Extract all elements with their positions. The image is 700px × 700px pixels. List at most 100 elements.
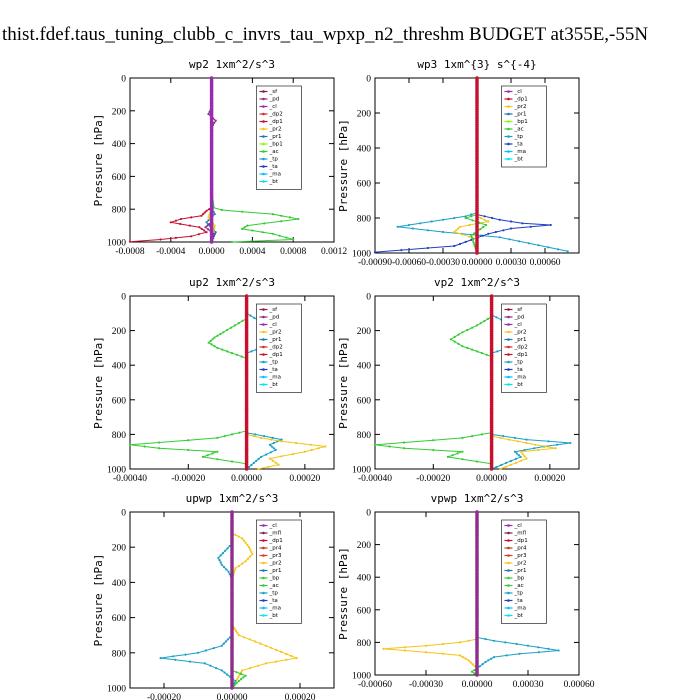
legend-marker — [262, 546, 265, 550]
x-tick-label: -0.00040 — [113, 474, 147, 484]
data-point — [491, 216, 494, 220]
data-point — [249, 548, 252, 551]
y-tick-label: 600 — [112, 173, 127, 183]
legend-entry: _ac — [513, 583, 523, 589]
data-point — [453, 244, 456, 248]
data-point — [487, 232, 490, 235]
data-point — [277, 463, 280, 466]
data-point — [203, 662, 206, 665]
data-point — [467, 639, 470, 642]
data-point — [240, 678, 243, 681]
legend-entry: _pr1 — [513, 337, 526, 343]
data-point — [259, 642, 262, 645]
data-point — [200, 227, 203, 230]
data-point — [485, 353, 488, 356]
legend-entry: _cl — [268, 523, 277, 529]
data-point — [280, 438, 283, 441]
legend-entry: _pr3 — [513, 553, 527, 559]
y-tick-label: 800 — [357, 215, 372, 225]
data-point — [263, 222, 266, 225]
data-point — [158, 441, 161, 444]
data-point — [209, 339, 212, 343]
data-point — [242, 676, 245, 679]
data-point — [241, 319, 244, 322]
data-point — [441, 652, 445, 655]
data-point — [516, 440, 519, 443]
data-point — [280, 440, 283, 443]
data-point — [525, 441, 528, 445]
legend-entry: _ta — [268, 367, 277, 373]
legend-entry: _dp1 — [513, 352, 527, 358]
x-tick-label: 0.0000 — [199, 247, 225, 257]
legend-marker — [507, 90, 510, 93]
data-point — [297, 217, 300, 221]
data-point — [470, 236, 474, 239]
data-point — [280, 214, 283, 217]
legend-marker — [262, 614, 265, 617]
legend-entry: _ac — [513, 127, 523, 133]
legend-entry: _ma — [268, 606, 280, 612]
data-point — [521, 452, 524, 456]
data-point — [246, 557, 249, 561]
legend-marker — [262, 606, 265, 610]
data-point — [236, 678, 239, 681]
x-tick-label: 0.00020 — [289, 474, 320, 484]
data-point — [466, 328, 469, 332]
legend-marker — [507, 546, 510, 550]
data-point — [470, 215, 473, 218]
x-tick-label: 0.00020 — [534, 474, 565, 484]
data-point — [285, 652, 288, 656]
data-point — [498, 218, 501, 221]
data-point — [482, 226, 485, 229]
y-tick-label: 800 — [357, 639, 372, 649]
data-point — [221, 348, 224, 351]
data-point — [492, 656, 496, 659]
data-point — [235, 682, 238, 685]
data-point — [498, 236, 501, 239]
chart-panel-1: wp2 1xm^2/s^3 Pressure [hPa] 0 200 400 600 800… — [92, 58, 347, 257]
data-point — [458, 641, 462, 644]
x-tick-label: 0.00030 — [496, 258, 527, 268]
legend-marker — [262, 561, 265, 565]
data-point — [179, 222, 182, 226]
data-point — [208, 214, 211, 217]
y-tick-label: 800 — [357, 431, 372, 441]
legend-marker — [507, 591, 510, 595]
data-point — [557, 649, 560, 652]
data-point — [460, 233, 463, 236]
legend-entry: _pr2 — [513, 561, 526, 567]
x-tick-label: 0.00060 — [530, 258, 561, 268]
data-point — [453, 216, 456, 220]
data-point — [534, 443, 537, 446]
data-point — [473, 243, 476, 246]
data-point — [179, 217, 183, 221]
data-point — [290, 654, 293, 658]
legend-entry: _ma — [268, 172, 280, 178]
legend-box — [501, 519, 547, 624]
panel-title: wp3 1xm^{3} s^{-4} — [417, 58, 536, 71]
legend-entry: _ma — [268, 375, 280, 381]
data-point — [227, 570, 230, 573]
data-point — [475, 251, 479, 255]
legend-marker — [507, 315, 510, 319]
series-line-dp2 — [129, 296, 248, 469]
legend-entry: _ta — [268, 598, 277, 604]
data-point — [513, 436, 517, 439]
data-point — [426, 229, 429, 232]
data-point — [215, 667, 218, 670]
data-point — [225, 568, 228, 571]
panel-title: wp2 1xm^2/s^3 — [189, 58, 275, 71]
legend-marker — [507, 375, 510, 379]
data-point — [285, 236, 288, 239]
data-point — [143, 445, 146, 448]
data-point — [241, 669, 244, 672]
data-point — [430, 220, 433, 223]
data-point — [244, 541, 247, 544]
legend-entry: _ta — [513, 598, 522, 604]
data-point — [189, 660, 192, 663]
x-tick-label: -0.00060 — [358, 680, 392, 690]
legend-entry: _pr1 — [268, 337, 281, 343]
data-point — [223, 435, 226, 438]
data-point — [275, 648, 278, 652]
legend-marker — [262, 315, 265, 319]
